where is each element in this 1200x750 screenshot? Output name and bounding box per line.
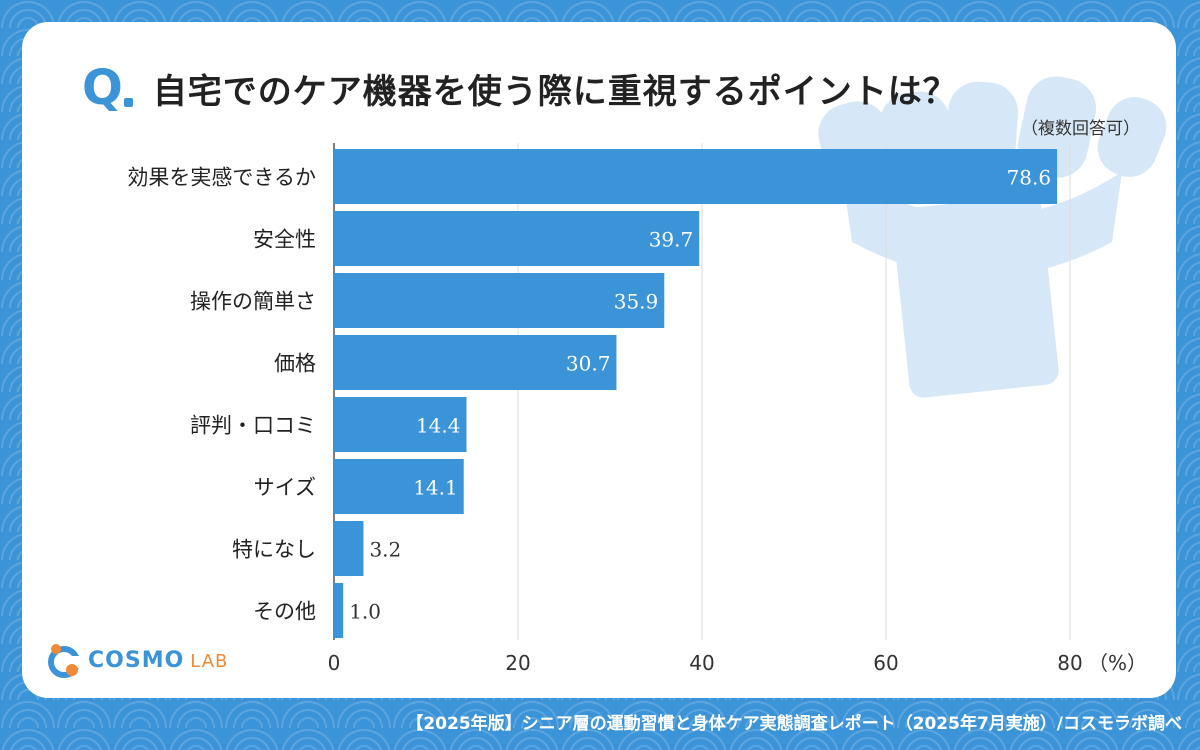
category-label: その他 — [253, 600, 316, 624]
bar — [334, 459, 464, 514]
value-label: 30.7 — [566, 352, 611, 376]
value-label: 78.6 — [1007, 166, 1052, 190]
logo-text: COSMO LAB — [88, 648, 228, 673]
category-label: 安全性 — [253, 228, 316, 252]
category-label: 特になし — [232, 538, 316, 562]
x-tick-label: 80 — [1057, 651, 1082, 675]
x-tick-label: 20 — [505, 651, 530, 675]
value-label: 39.7 — [649, 228, 694, 252]
bar — [334, 211, 700, 266]
value-label: 14.4 — [416, 414, 461, 438]
logo-icon — [48, 644, 82, 678]
bar — [334, 149, 1058, 204]
value-label: 1.0 — [349, 600, 381, 624]
q-mark: Q — [82, 60, 123, 116]
category-label: 評判・口コミ — [190, 414, 316, 438]
x-tick-label: 0 — [328, 651, 341, 675]
bar — [334, 397, 467, 452]
bar — [334, 273, 665, 328]
chart-card: Q 自宅でのケア機器を使う際に重視するポイントは？ （複数回答可） 効果を実感で… — [22, 22, 1176, 698]
category-label: 価格 — [274, 352, 316, 376]
chart-title: 自宅でのケア機器を使う際に重視するポイントは？ — [152, 71, 958, 112]
value-label: 35.9 — [614, 290, 659, 314]
category-label: 効果を実感できるか — [127, 166, 316, 190]
bar — [334, 521, 364, 576]
bar — [334, 583, 344, 638]
x-tick-label: 40 — [689, 651, 714, 675]
value-label: 14.1 — [413, 476, 458, 500]
x-unit-label: （%） — [1088, 651, 1147, 675]
bar-chart: 効果を実感できるか 78.6 安全性 39.7 操作の簡単さ 35.9 価格 30.7 評判・口… — [127, 143, 1147, 675]
category-label: サイズ — [254, 476, 316, 500]
cosmo-lab-logo: COSMO LAB — [46, 642, 228, 678]
logo-brand: COSMO — [88, 647, 185, 673]
value-label: 3.2 — [369, 538, 401, 562]
title-row: Q 自宅でのケア機器を使う際に重視するポイントは？ — [82, 60, 958, 116]
multiple-answer-note: （複数回答可） — [1021, 119, 1140, 139]
category-label: 操作の簡単さ — [190, 290, 316, 314]
x-tick-label: 60 — [873, 651, 898, 675]
bar — [334, 335, 617, 390]
source-footer: 【2025年版】シニア層の運動習慣と身体ケア実態調査レポート（2025年7月実施… — [406, 714, 1182, 734]
logo-lab: LAB — [190, 650, 229, 672]
q-dot — [123, 97, 133, 107]
